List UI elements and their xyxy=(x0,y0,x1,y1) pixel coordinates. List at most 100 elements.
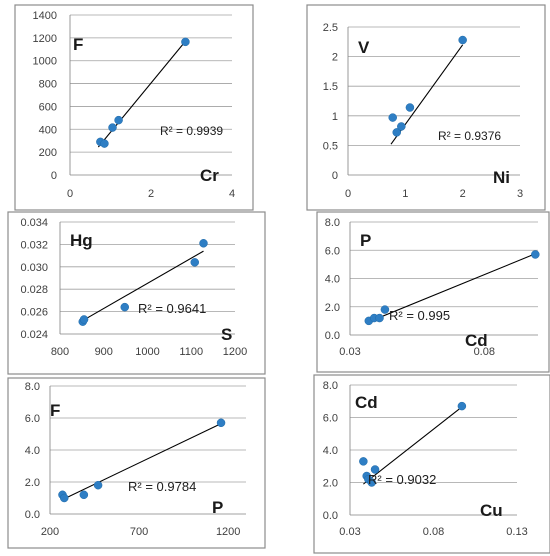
x-tick-label: 2 xyxy=(460,188,466,200)
y-tick-label: 1400 xyxy=(33,10,57,22)
r-squared-label: R² = 0.9939 xyxy=(160,124,223,138)
data-point xyxy=(388,113,397,122)
y-axis-label: V xyxy=(358,38,370,57)
y-tick-label: 0.024 xyxy=(20,329,48,341)
y-tick-label: 6.0 xyxy=(25,413,40,425)
x-tick-label: 1100 xyxy=(179,346,203,358)
chart-f-vs-cr: 0 200 400 600 800 1000 1200 1400 0 2 4 F Cr R² = 0.99… xyxy=(14,4,254,211)
x-tick-label: 0.03 xyxy=(339,346,360,358)
x-axis-label: Cu xyxy=(480,501,503,520)
y-axis-label: F xyxy=(50,401,60,420)
x-tick-label: 3 xyxy=(517,188,523,200)
data-point xyxy=(370,465,380,474)
y-tick-label: 6.0 xyxy=(325,245,340,257)
data-point xyxy=(531,250,540,259)
y-tick-label: 6.0 xyxy=(323,413,338,425)
x-tick-label: 2 xyxy=(148,188,154,200)
data-point xyxy=(405,103,415,112)
trendline xyxy=(365,253,536,324)
x-tick-label: 0.08 xyxy=(474,346,495,358)
data-point xyxy=(397,122,406,131)
data-point xyxy=(60,493,69,503)
data-point xyxy=(181,37,190,47)
y-axis-label: F xyxy=(73,35,83,54)
trendline xyxy=(62,423,222,501)
y-tick-label: 2.0 xyxy=(25,477,40,489)
y-axis-label: Cd xyxy=(355,393,378,412)
x-tick-label: 4 xyxy=(229,188,235,200)
y-tick-label: 8.0 xyxy=(325,217,340,229)
y-tick-label: 800 xyxy=(39,79,57,91)
data-point xyxy=(120,302,129,312)
chart-frame xyxy=(7,211,266,375)
y-tick-label: 1000 xyxy=(33,56,57,68)
x-tick-label: 0.08 xyxy=(423,526,444,538)
x-axis-label: P xyxy=(212,498,223,517)
data-point xyxy=(199,239,208,248)
r-squared-label: R² = 0.995 xyxy=(389,308,450,323)
y-axis-label: Hg xyxy=(70,231,93,250)
y-tick-label: 0.5 xyxy=(323,140,338,152)
x-tick-label: 0 xyxy=(67,188,73,200)
trendline xyxy=(363,406,463,485)
x-tick-label: 200 xyxy=(41,526,59,538)
x-tick-label: 1 xyxy=(402,188,408,200)
r-squared-label: R² = 0.9376 xyxy=(438,129,501,143)
y-axis-label: P xyxy=(360,231,371,250)
y-tick-label: 0.032 xyxy=(20,239,48,251)
x-tick-label: 0.13 xyxy=(506,526,527,538)
x-tick-label: 1200 xyxy=(216,526,240,538)
data-point xyxy=(367,478,376,487)
y-tick-label: 8.0 xyxy=(323,380,338,392)
x-tick-label: 700 xyxy=(130,526,148,538)
y-tick-label: 0.030 xyxy=(20,262,48,274)
y-tick-label: 2.0 xyxy=(325,302,340,314)
y-tick-label: 1200 xyxy=(33,33,57,45)
y-tick-label: 400 xyxy=(39,124,57,136)
data-point xyxy=(458,35,467,45)
chart-frame xyxy=(313,374,550,554)
y-tick-label: 0.034 xyxy=(20,217,48,229)
data-point xyxy=(93,480,103,490)
r-squared-label: R² = 0.9032 xyxy=(368,472,436,487)
y-tick-label: 4.0 xyxy=(325,274,340,286)
chart-p-vs-cd: 0.0 2.0 4.0 6.0 8.0 0.03 0.08 P Cd R² = 0.995 xyxy=(316,211,550,373)
x-axis-label: Cr xyxy=(200,166,219,185)
data-point xyxy=(100,139,109,148)
y-tick-label: 2.5 xyxy=(323,22,338,34)
data-point xyxy=(108,123,117,132)
y-tick-label: 4.0 xyxy=(323,445,338,457)
y-tick-label: 0.0 xyxy=(325,330,340,342)
y-tick-label: 0 xyxy=(51,170,57,182)
chart-hg-vs-s: 0.024 0.026 0.028 0.030 0.032 0.034 800 900 1000… xyxy=(7,211,266,375)
y-tick-label: 0.028 xyxy=(20,284,48,296)
y-tick-label: 0 xyxy=(332,170,338,182)
x-axis-label: S xyxy=(221,325,232,344)
y-tick-label: 0.0 xyxy=(323,510,338,522)
y-tick-label: 1.5 xyxy=(323,81,338,93)
x-axis-label: Cd xyxy=(465,331,488,350)
data-point xyxy=(114,115,123,125)
y-tick-label: 4.0 xyxy=(25,445,40,457)
chart-frame xyxy=(306,4,546,211)
trendline xyxy=(82,250,204,322)
chart-frame xyxy=(7,377,266,549)
chart-cd-vs-cu: 0.0 2.0 4.0 6.0 8.0 0.03 0.08 0.13 Cd Cu R² = 0.90… xyxy=(313,374,550,554)
r-squared-label: R² = 0.9784 xyxy=(128,479,196,494)
data-point xyxy=(79,315,89,324)
data-point xyxy=(216,418,226,428)
x-tick-label: 0.03 xyxy=(339,526,360,538)
y-tick-label: 600 xyxy=(39,101,57,113)
data-point xyxy=(392,128,401,137)
x-axis-label: Ni xyxy=(493,168,510,187)
data-point xyxy=(190,258,199,267)
y-tick-label: 0.0 xyxy=(25,509,40,521)
y-tick-label: 8.0 xyxy=(25,381,40,393)
x-tick-label: 1200 xyxy=(223,346,247,358)
x-tick-label: 800 xyxy=(51,346,69,358)
data-point xyxy=(380,305,390,314)
data-point xyxy=(375,313,384,323)
data-point xyxy=(79,490,89,500)
chart-v-vs-ni: 0 0.5 1 1.5 2 2.5 0 1 2 3 V Ni R² = 0.9376 xyxy=(306,4,546,211)
